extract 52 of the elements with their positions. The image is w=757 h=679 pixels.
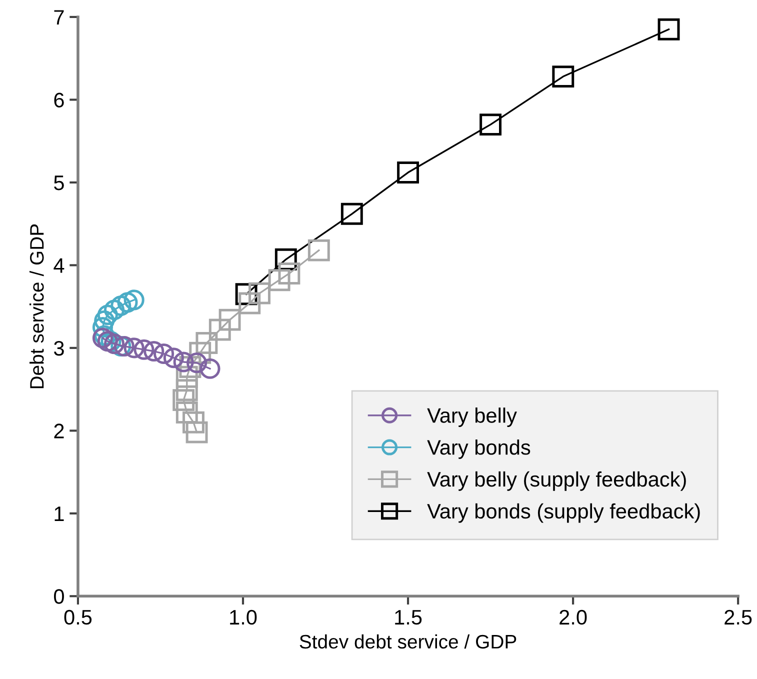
point [182,411,204,434]
legend-label: Vary belly (supply feedback) [427,471,686,491]
point [186,352,208,374]
point [176,379,198,402]
y-tick-label: 4 [54,258,64,273]
point [308,239,330,262]
point [238,292,261,314]
point [104,334,125,354]
y-tick-label: 0 [54,589,64,604]
point [248,282,270,304]
point [186,421,208,444]
point [172,389,195,412]
point [134,339,154,360]
point [268,269,290,292]
point [176,402,198,424]
point [480,114,502,136]
legend-label: Vary belly [427,408,517,427]
point [110,295,132,316]
legend-label: Vary bonds [427,439,530,459]
point [144,340,164,362]
x-tick-label: 2.0 [560,610,587,625]
x-tick-label: 0.5 [64,610,92,625]
point [154,343,174,364]
y-tick-label: 3 [54,340,64,356]
point [97,331,118,352]
x-axis-title: Stdev debt service / GDP [300,634,516,649]
point [397,162,419,184]
y-axis-title: Debt service / GDP [30,224,44,388]
x-tick-label: 2.5 [724,610,752,625]
point [173,352,194,372]
point [218,308,241,331]
point [552,66,574,88]
point [658,18,680,40]
point [196,332,218,354]
legend-label: Vary bonds (supply feedback) [427,503,700,523]
y-tick-label: 7 [54,10,64,25]
point [340,202,363,225]
point [117,292,138,313]
y-tick-label: 5 [54,176,64,190]
point [97,304,118,326]
point [104,300,125,320]
point [200,358,220,379]
point [124,338,144,358]
y-tick-label: 1 [54,506,64,521]
point [163,348,184,368]
point [124,290,144,310]
x-tick-label: 1.5 [395,610,422,625]
point [208,318,231,341]
x-tick-label: 1.0 [230,610,257,625]
y-tick-label: 6 [54,92,64,108]
point [278,262,300,284]
y-tick-label: 2 [54,424,64,438]
